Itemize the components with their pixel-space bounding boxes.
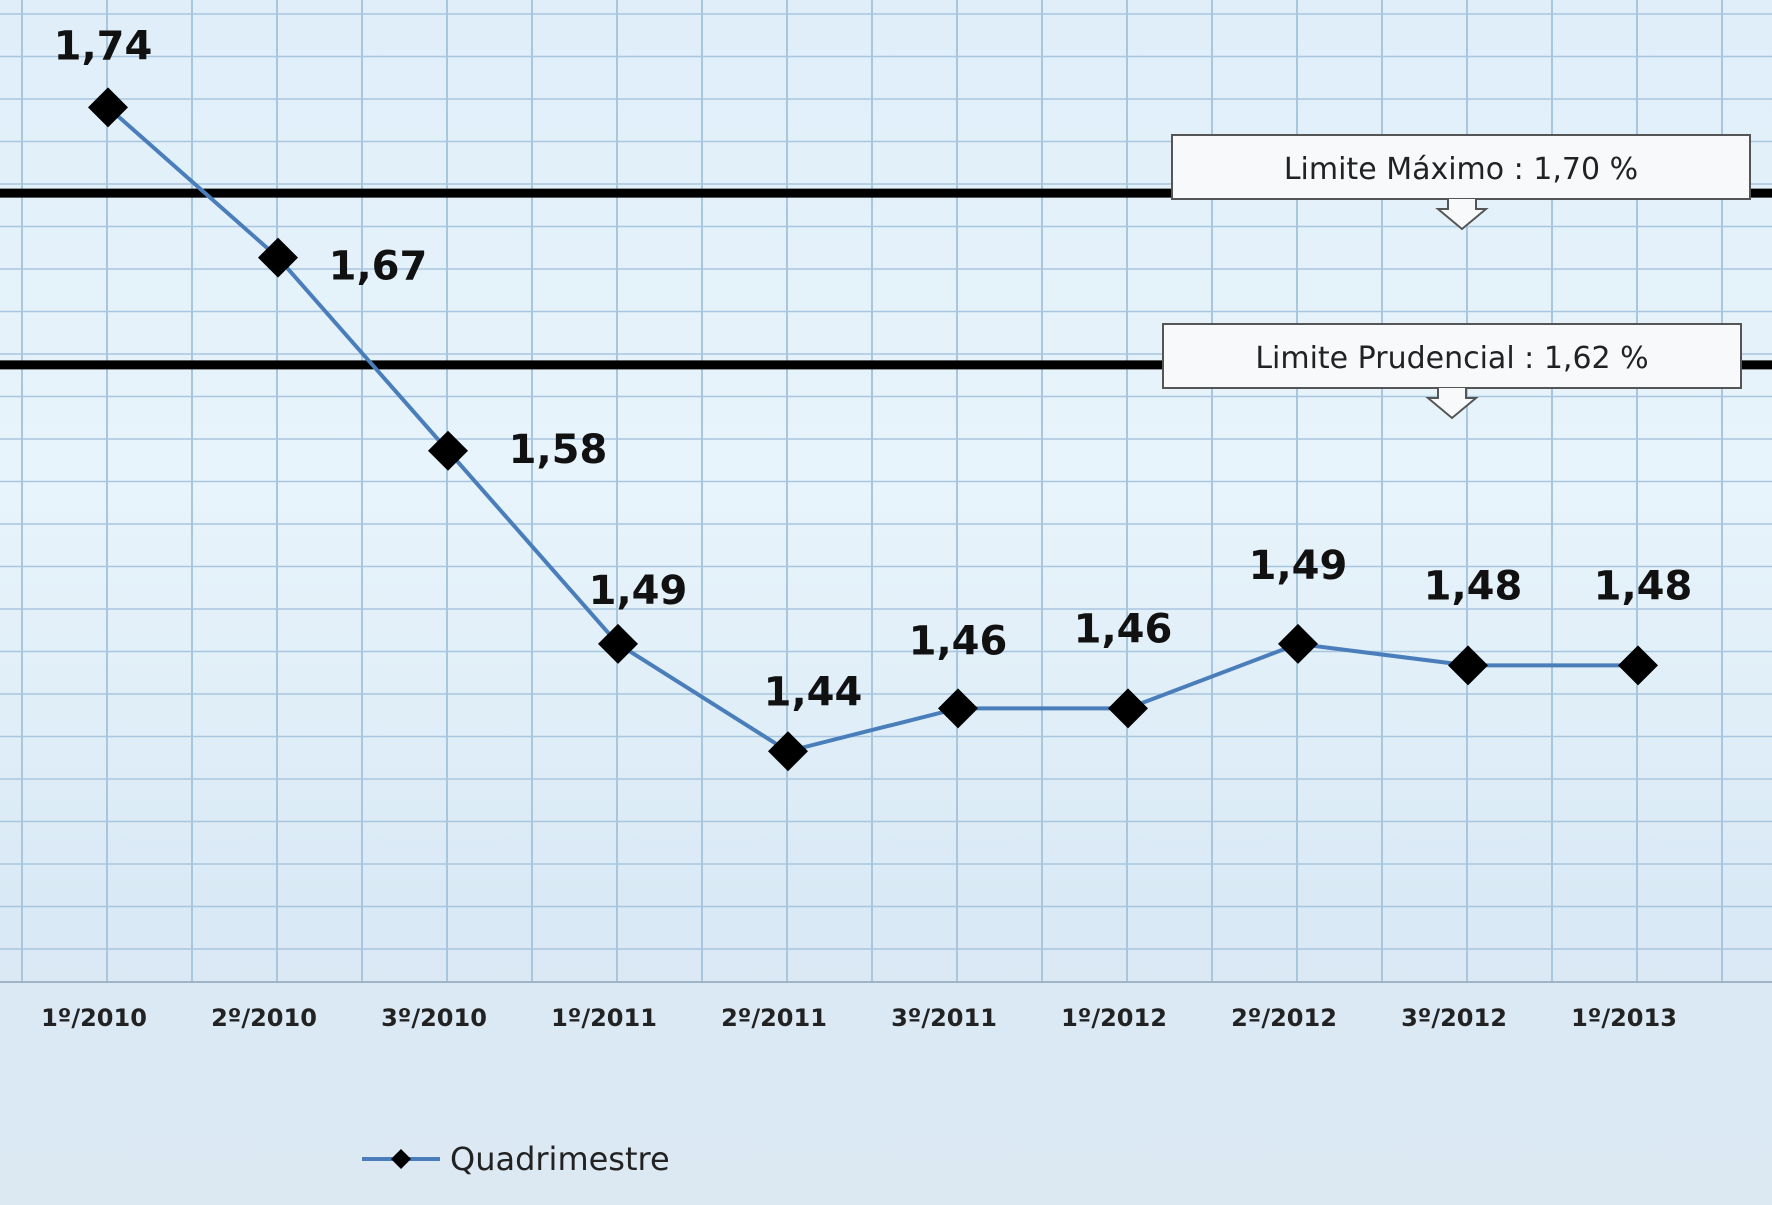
data-label: 1,48 <box>1594 563 1693 609</box>
x-tick-label: 1º/2010 <box>41 1004 147 1032</box>
data-point-marker <box>428 430 468 471</box>
callout-box-1 <box>1162 323 1742 389</box>
data-label: 1,46 <box>1074 606 1173 652</box>
x-tick-label: 3º/2010 <box>381 1004 487 1032</box>
x-tick-label: 3º/2012 <box>1401 1004 1507 1032</box>
data-labels: 1,74 1,67 1,58 1,49 1,44 1,46 1,46 1,49 1,48 1,48 <box>54 23 1693 715</box>
x-tick-label: 2º/2011 <box>721 1004 827 1032</box>
data-label: 1,44 <box>764 669 863 715</box>
callout-box-0 <box>1171 134 1751 200</box>
legend-label: Quadrimestre <box>450 1140 670 1178</box>
x-tick-label: 1º/2013 <box>1571 1004 1677 1032</box>
x-tick-label: 3º/2011 <box>891 1004 997 1032</box>
x-tick-label: 1º/2012 <box>1061 1004 1167 1032</box>
data-label: 1,48 <box>1424 563 1523 609</box>
data-point-marker <box>1448 645 1488 686</box>
data-point-marker <box>258 237 298 278</box>
data-point-marker <box>598 623 638 664</box>
x-tick-label: 2º/2012 <box>1231 1004 1337 1032</box>
series-line-quadrimestre <box>106 105 1638 754</box>
legend: Quadrimestre <box>362 1140 670 1178</box>
series-markers <box>88 87 1658 772</box>
legend-marker <box>391 1149 411 1169</box>
data-point-marker <box>1618 645 1658 686</box>
callout-pointer-0 <box>1435 199 1489 231</box>
callout-label-0: Limite Máximo : 1,70 % <box>1284 152 1638 187</box>
callout-pointer-1 <box>1425 388 1479 420</box>
data-point-marker <box>1278 623 1318 664</box>
data-label: 1,67 <box>329 244 428 290</box>
chart-gridlines <box>0 0 1772 982</box>
data-point-marker <box>88 87 128 128</box>
data-label: 1,58 <box>509 427 608 473</box>
data-label: 1,46 <box>909 618 1008 664</box>
data-point-marker <box>938 688 978 729</box>
data-label: 1,74 <box>54 23 153 69</box>
x-tick-label: 2º/2010 <box>211 1004 317 1032</box>
data-point-marker <box>1108 688 1148 729</box>
data-label: 1,49 <box>589 568 688 614</box>
x-tick-label: 1º/2011 <box>551 1004 657 1032</box>
x-tick-labels: 1º/2010 2º/2010 3º/2010 1º/2011 2º/2011 3º/20… <box>41 1004 1677 1032</box>
reference-callouts: Limite Máximo : 1,70 % Limite Prudencial … <box>1162 134 1751 420</box>
data-point-marker <box>768 731 808 772</box>
callout-label-1: Limite Prudencial : 1,62 % <box>1255 341 1648 376</box>
data-label: 1,49 <box>1249 543 1348 589</box>
